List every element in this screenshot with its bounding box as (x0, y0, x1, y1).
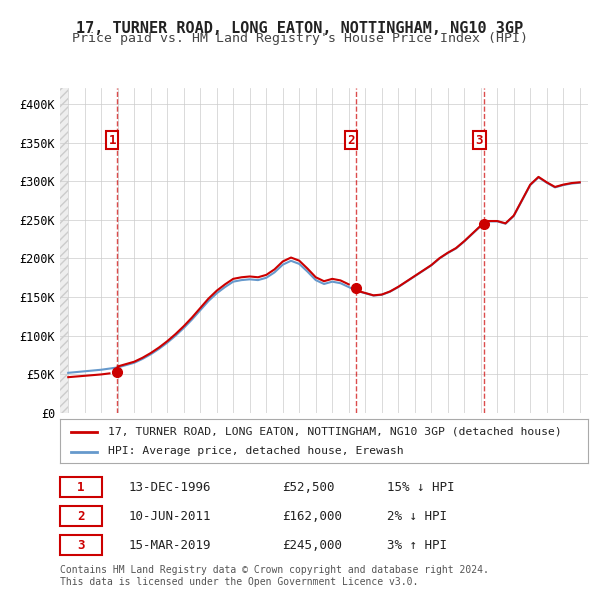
FancyBboxPatch shape (60, 535, 102, 555)
Text: Contains HM Land Registry data © Crown copyright and database right 2024.
This d: Contains HM Land Registry data © Crown c… (60, 565, 489, 587)
Text: 15% ↓ HPI: 15% ↓ HPI (388, 480, 455, 493)
Text: £52,500: £52,500 (282, 480, 334, 493)
Text: 2: 2 (77, 510, 85, 523)
FancyBboxPatch shape (60, 477, 102, 497)
Text: 15-MAR-2019: 15-MAR-2019 (128, 539, 211, 552)
Text: 3: 3 (77, 539, 85, 552)
Text: Price paid vs. HM Land Registry's House Price Index (HPI): Price paid vs. HM Land Registry's House … (72, 32, 528, 45)
Bar (60, 88, 68, 413)
Text: 3: 3 (476, 134, 483, 147)
Text: 1: 1 (77, 480, 85, 493)
Text: 13-DEC-1996: 13-DEC-1996 (128, 480, 211, 493)
FancyBboxPatch shape (60, 506, 102, 526)
Text: £245,000: £245,000 (282, 539, 342, 552)
Text: 10-JUN-2011: 10-JUN-2011 (128, 510, 211, 523)
Text: 1: 1 (109, 134, 116, 147)
Text: HPI: Average price, detached house, Erewash: HPI: Average price, detached house, Erew… (107, 446, 403, 456)
Text: 17, TURNER ROAD, LONG EATON, NOTTINGHAM, NG10 3GP: 17, TURNER ROAD, LONG EATON, NOTTINGHAM,… (76, 21, 524, 35)
Text: 2: 2 (347, 134, 355, 147)
Text: 2% ↓ HPI: 2% ↓ HPI (388, 510, 448, 523)
Text: 17, TURNER ROAD, LONG EATON, NOTTINGHAM, NG10 3GP (detached house): 17, TURNER ROAD, LONG EATON, NOTTINGHAM,… (107, 427, 561, 436)
Text: £162,000: £162,000 (282, 510, 342, 523)
Text: 3% ↑ HPI: 3% ↑ HPI (388, 539, 448, 552)
